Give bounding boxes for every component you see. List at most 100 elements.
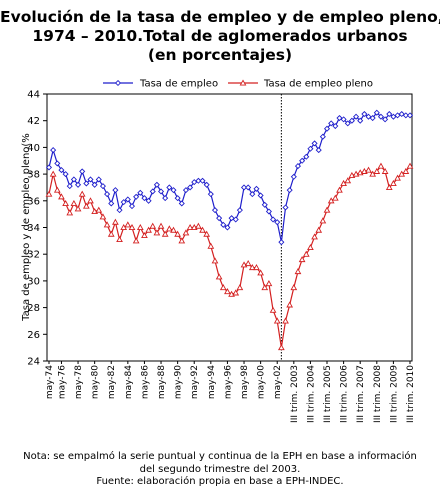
data-point [298,256,306,263]
data-point [182,187,189,194]
data-point [99,183,106,190]
data-point [178,200,185,207]
data-point [265,208,272,215]
data-point [108,200,115,207]
data-point [328,120,335,127]
legend-item: Tasa de empleo [103,79,218,90]
data-point [232,216,239,223]
data-point [253,185,260,192]
data-point [290,284,298,291]
chart-legend: Tasa de empleo Tasa de empleo pleno [103,79,373,90]
data-point [402,112,409,119]
x-tick-label: III trim. 2007 [356,365,366,423]
source-line: Fuente: elaboración propia en base a EPH… [96,476,344,487]
data-point [124,221,132,228]
data-point [331,194,339,201]
data-point [261,284,269,291]
data-point [128,223,136,231]
x-tick-label: may-74 [45,365,55,399]
chart-title-line-2: 1974 – 2010.Total de aglomerados urbanos [32,27,408,45]
data-point [315,226,323,233]
data-point [45,164,53,171]
data-point [311,233,318,240]
data-point [299,157,306,164]
y-tick-label: 36 [27,196,40,207]
data-point [141,231,148,239]
y-axis: 24 26 28 30 32 34 36 38 40 42 44 [27,90,47,368]
data-point [174,195,181,202]
data-point [114,79,122,87]
y-tick-label: 44 [27,90,40,101]
data-point [249,191,256,198]
series-tasa-de-empleo [45,109,414,246]
data-point [133,193,140,200]
data-point [394,112,401,119]
data-point [282,204,289,211]
data-point [307,145,314,152]
data-point [224,224,231,231]
data-point [377,162,385,169]
data-point [373,167,381,174]
chart-title: Evolución de la tasa de empleo y de empl… [0,8,440,65]
data-point [302,250,310,257]
data-point [49,170,57,177]
data-point [245,184,252,191]
data-point [406,162,414,169]
data-point [170,226,177,233]
x-axis: may-74 may-76 may-78 may-80 may-82 may-84 may-… [45,361,416,423]
data-point [141,195,148,202]
data-point [207,191,214,198]
data-point [153,229,161,236]
chart-notes: Nota: se empalmó la serie puntual y cont… [0,451,440,489]
data-point [211,207,219,214]
data-point [153,181,160,188]
x-tick-label: may-76 [57,365,67,399]
data-point [390,179,397,186]
y-tick-label: 28 [27,303,40,314]
x-tick-label: III trim. 2003 [290,365,300,423]
data-point [236,207,243,214]
x-tick-label: III trim. 2006 [340,365,350,423]
x-tick-label: III trim. 2005 [323,365,333,423]
x-tick-label: may-84 [124,365,134,399]
data-point [240,184,248,191]
data-point [70,176,77,183]
data-point [186,223,194,231]
data-point [357,117,364,124]
data-point [199,177,206,184]
data-point [157,188,165,195]
data-point [195,222,202,229]
x-tick-label: may-00 [257,365,267,399]
data-point [203,230,211,237]
data-point [145,197,152,204]
data-point [124,196,131,203]
y-tick-label: 42 [27,116,40,127]
data-point [203,181,210,188]
plot-area [45,93,414,362]
data-point [398,110,405,118]
data-point [136,223,144,231]
data-point [265,280,273,287]
data-point [78,190,86,197]
data-point [104,191,111,198]
y-tick-label: 38 [27,170,40,181]
x-tick-label: may-02 [273,365,283,399]
data-point [244,260,252,267]
data-point [406,112,414,119]
data-point [87,176,94,183]
x-tick-label: may-94 [207,365,217,399]
data-point [91,181,98,188]
data-point [269,306,277,313]
y-tick-label: 30 [27,276,40,287]
data-point [282,317,289,324]
data-point [319,133,326,140]
data-point [336,186,343,193]
data-point [116,207,123,214]
note-line-2: del segundo trimestre del 2003. [139,463,301,475]
data-point [120,199,127,206]
y-axis-label: Tasa de empleo y de empleo pleno(% [21,133,32,322]
data-point [382,116,389,123]
data-point [273,317,281,324]
data-point [215,273,223,280]
x-tick-label: may-86 [140,365,150,399]
